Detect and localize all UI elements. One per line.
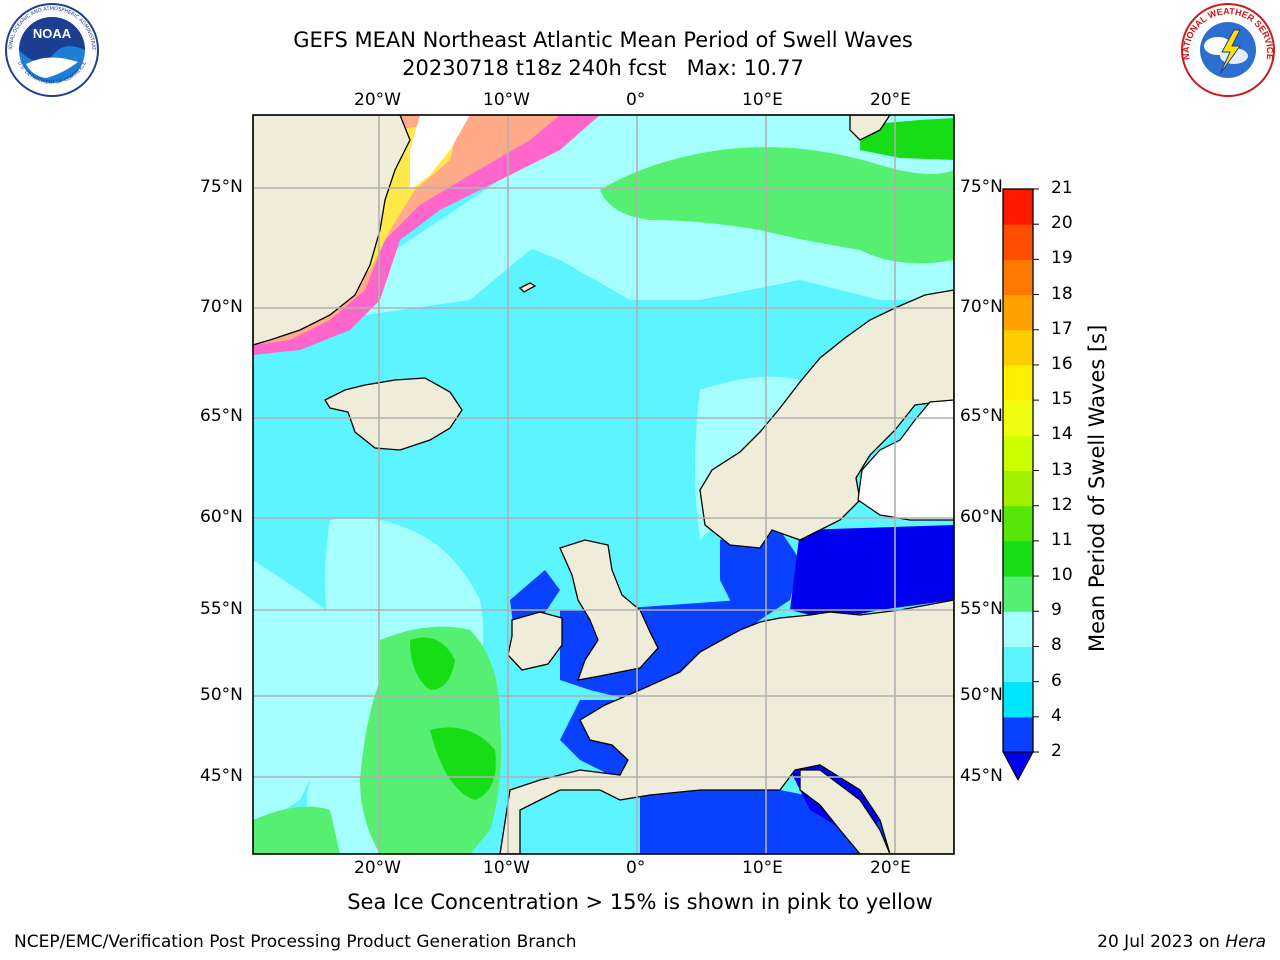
colorbar-tick-label: 10 — [1051, 565, 1073, 586]
colorbar-tick-label: 2 — [1051, 741, 1062, 761]
map-area — [253, 115, 954, 854]
title-line-1: GEFS MEAN Northeast Atlantic Mean Period… — [293, 28, 913, 52]
colorbar-segment — [1003, 364, 1033, 401]
colorbar-segment — [1003, 435, 1033, 471]
colorbar-tick-label: 18 — [1051, 283, 1073, 304]
colorbar-tick-label: 12 — [1051, 494, 1073, 515]
colorbar — [1002, 188, 1039, 782]
sea-ice-note: Sea Ice Concentration > 15% is shown in … — [347, 890, 933, 914]
nws-logo: NATIONAL WEATHER SERVICE — [1178, 2, 1278, 98]
lon-label-top-10w: 10°W — [483, 90, 530, 110]
footer-date: 20 Jul 2023 on Hera — [1097, 932, 1266, 952]
lon-label-top-20e: 20°E — [870, 90, 911, 110]
landmass-ireland — [507, 611, 563, 671]
colorbar-segment — [1003, 259, 1033, 296]
colorbar-tick-label: 6 — [1051, 670, 1062, 691]
lon-label-top-20w: 20°W — [354, 90, 401, 110]
land-masses — [253, 115, 954, 854]
lat-label-left-75n: 75°N — [200, 177, 243, 197]
landmass-scandinavia — [699, 289, 954, 549]
colorbar-segment — [1003, 576, 1033, 612]
lat-label-left-45n: 45°N — [200, 766, 243, 786]
colorbar-segment — [1003, 329, 1033, 366]
colorbar-tick-label: 16 — [1051, 353, 1073, 374]
lat-label-left-65n: 65°N — [200, 406, 243, 426]
graticule — [253, 115, 954, 854]
colorbar-tick-label: 11 — [1051, 529, 1073, 550]
landmass-greenland — [253, 115, 411, 346]
colorbar-tick-label: 14 — [1051, 424, 1073, 445]
swell-period-field — [253, 115, 954, 854]
colorbar-tick-label: 13 — [1051, 459, 1073, 480]
lat-label-left-55n: 55°N — [200, 599, 243, 619]
colorbar-tick-label: 15 — [1051, 389, 1073, 410]
colorbar-segment — [1003, 540, 1033, 577]
landmass-svalbard — [849, 115, 891, 141]
lat-label-right-50n: 50°N — [960, 685, 1003, 705]
map-frame — [252, 114, 955, 855]
lat-label-right-75n: 75°N — [960, 177, 1003, 197]
colorbar-tick-label: 20 — [1051, 213, 1073, 234]
lat-label-right-65n: 65°N — [960, 406, 1003, 426]
noaa-logo: NOAA NATIONAL OCEANIC AND ATMOSPHERIC AD… — [0, 0, 102, 98]
lat-label-right-60n: 60°N — [960, 507, 1003, 527]
colorbar-tick-label: 19 — [1051, 248, 1073, 269]
lat-label-left-60n: 60°N — [200, 507, 243, 527]
chart-title: GEFS MEAN Northeast Atlantic Mean Period… — [0, 26, 1206, 82]
colorbar-tick-label: 21 — [1051, 178, 1073, 198]
gulf-of-bothnia — [857, 399, 954, 521]
footer-credit: NCEP/EMC/Verification Post Processing Pr… — [14, 932, 577, 952]
noaa-logo-text: NOAA — [33, 26, 72, 41]
colorbar-segment — [1003, 189, 1033, 225]
lat-label-left-70n: 70°N — [200, 297, 243, 317]
colorbar-segment — [1003, 400, 1033, 436]
lat-label-right-55n: 55°N — [960, 599, 1003, 619]
colorbar-segment — [1003, 611, 1033, 647]
lon-label-bottom-0: 0° — [626, 858, 646, 878]
colorbar-segment — [1003, 294, 1033, 331]
colorbar-segment — [1003, 681, 1033, 718]
lat-label-left-50n: 50°N — [200, 685, 243, 705]
landmass-italy — [799, 769, 891, 854]
lon-label-top-10e: 10°E — [742, 90, 783, 110]
colorbar-label: Mean Period of Swell Waves [s] — [1085, 324, 1109, 652]
lat-label-right-45n: 45°N — [960, 766, 1003, 786]
colorbar-segment — [1003, 646, 1033, 683]
colorbar-segment — [1003, 505, 1033, 542]
colorbar-tick-label: 17 — [1051, 318, 1073, 339]
colorbar-tick-label: 9 — [1051, 600, 1062, 621]
lon-label-bottom-10e: 10°E — [742, 858, 783, 878]
colorbar-segments — [1003, 189, 1033, 753]
lon-label-top-0: 0° — [626, 90, 646, 110]
lat-label-right-70n: 70°N — [960, 297, 1003, 317]
lon-label-bottom-20w: 20°W — [354, 858, 401, 878]
colorbar-tick-label: 4 — [1051, 705, 1062, 726]
footer-machine: Hera — [1225, 932, 1266, 952]
landmass-continental-europe — [499, 599, 954, 854]
lon-label-bottom-10w: 10°W — [483, 858, 530, 878]
colorbar-segment — [1003, 470, 1033, 507]
colorbar-segment — [1003, 716, 1033, 753]
colorbar-tick-label: 8 — [1051, 635, 1062, 656]
colorbar-under-arrow — [1002, 751, 1034, 782]
title-line-2: 20230718 t18z 240h fcst Max: 10.77 — [402, 56, 804, 80]
footer-date-text: 20 Jul 2023 on — [1097, 932, 1226, 952]
colorbar-segment — [1003, 224, 1033, 260]
lon-label-bottom-20e: 20°E — [870, 858, 911, 878]
landmass-jan-mayen — [518, 282, 537, 293]
